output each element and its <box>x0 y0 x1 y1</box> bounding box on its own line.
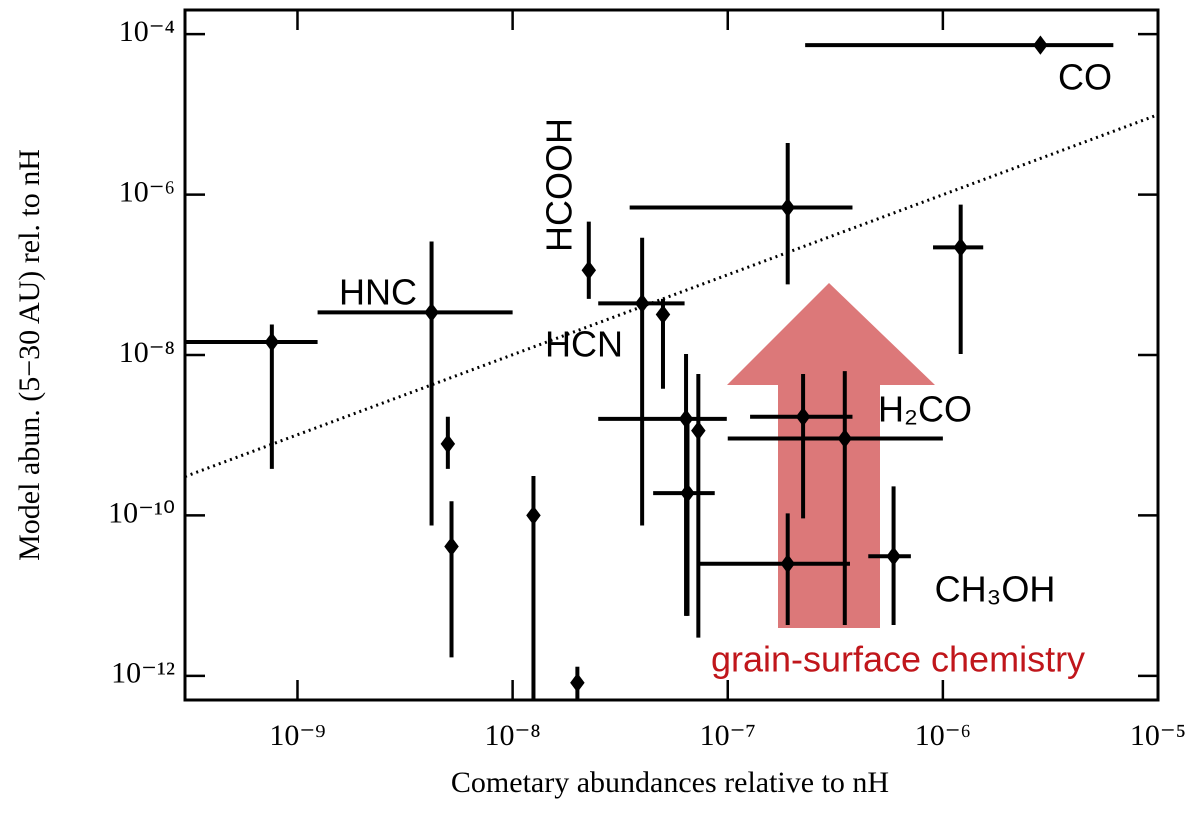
x-tick-label: 10⁻⁸ <box>484 719 540 752</box>
annotation: H₂CO <box>878 389 972 430</box>
data-point <box>780 197 795 218</box>
y-axis-label: Model abun. (5−30 AU) rel. to nH <box>13 149 46 561</box>
data-point <box>780 554 795 574</box>
y-tick-label: 10⁻⁶ <box>119 175 175 208</box>
x-axis-label: Cometary abundances relative to nH <box>451 766 889 799</box>
data-point <box>886 546 901 566</box>
data-point <box>680 483 695 503</box>
y-tick-label: 10⁻⁸ <box>119 336 175 369</box>
annotation: CO <box>1058 57 1112 98</box>
data-point <box>570 673 585 693</box>
data-point <box>795 407 811 427</box>
x-tick-label: 10⁻⁶ <box>915 719 971 752</box>
data-point <box>444 536 459 557</box>
x-tick-label: 10⁻⁵ <box>1130 719 1186 752</box>
annotation: HCN <box>545 324 623 365</box>
reference-line <box>184 113 1159 478</box>
data-point <box>1033 35 1048 55</box>
data-point <box>837 428 853 449</box>
data-point <box>634 293 650 314</box>
annotation: grain-surface chemistry <box>711 639 1085 680</box>
data-point <box>953 237 968 257</box>
chemistry-arrow <box>727 283 935 628</box>
annotation: CH₃OH <box>935 569 1056 610</box>
data-point <box>424 302 439 323</box>
x-tick-label: 10⁻⁷ <box>700 719 756 752</box>
data-point <box>655 304 671 325</box>
data-point <box>691 420 706 441</box>
x-tick-label: 10⁻⁹ <box>269 719 325 752</box>
data-point <box>581 260 597 280</box>
data-point <box>440 434 456 454</box>
data-point <box>264 332 280 352</box>
annotation: HCOOH <box>539 118 580 252</box>
y-tick-label: 10⁻⁴ <box>119 15 175 48</box>
y-tick-label: 10⁻¹⁰ <box>108 496 175 529</box>
y-tick-label: 10⁻¹² <box>111 657 175 690</box>
data-point <box>526 505 541 526</box>
annotation: HNC <box>339 272 417 313</box>
